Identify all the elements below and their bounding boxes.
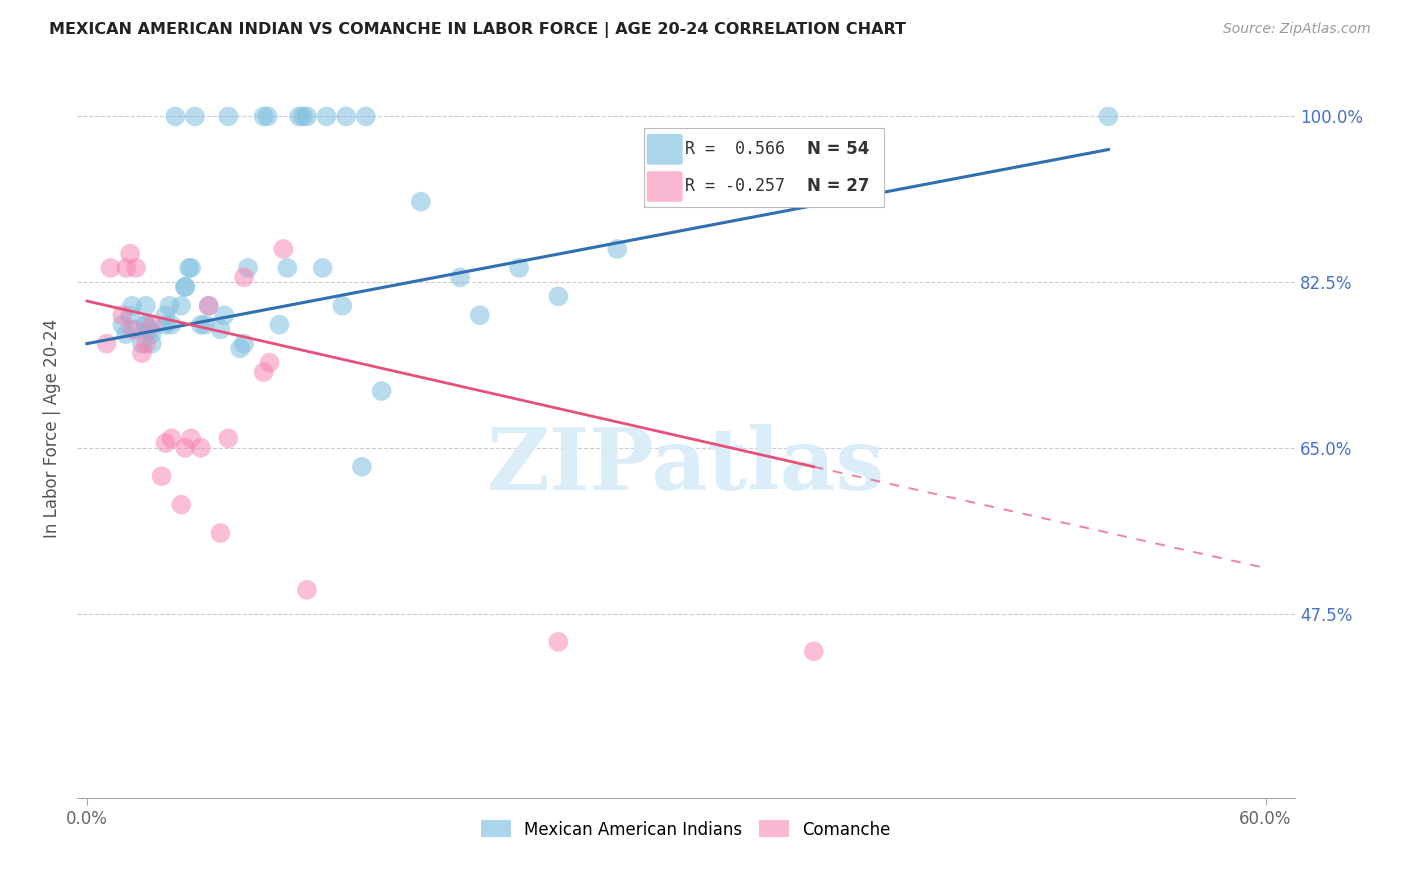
Point (111, 318, 134, 332)
Point (160, 431, 183, 445)
Point (803, 176, 825, 190)
Point (190, 441, 212, 455)
FancyBboxPatch shape (647, 171, 683, 202)
Point (125, 260, 148, 275)
Point (135, 336, 157, 351)
Point (209, 526, 232, 541)
Point (273, 242, 295, 256)
Point (214, 308, 236, 322)
Point (288, 110, 311, 124)
Point (468, 308, 491, 322)
Point (259, 355, 281, 369)
Legend: Mexican American Indians, Comanche: Mexican American Indians, Comanche (474, 814, 897, 846)
Text: R = -0.257: R = -0.257 (685, 178, 785, 195)
Point (295, 110, 318, 124)
Point (547, 635, 569, 649)
Point (217, 431, 239, 445)
Point (606, 242, 628, 256)
Point (115, 327, 138, 342)
Point (190, 318, 212, 332)
FancyBboxPatch shape (647, 134, 683, 165)
Point (177, 260, 200, 275)
Point (180, 260, 202, 275)
Text: N = 27: N = 27 (807, 178, 870, 195)
Point (135, 318, 157, 332)
Point (131, 346, 153, 360)
Point (1097, 110, 1119, 124)
Point (170, 498, 193, 512)
Point (155, 318, 177, 332)
Point (174, 441, 197, 455)
Point (155, 436, 177, 450)
Point (157, 299, 180, 313)
Point (96, 336, 118, 351)
Point (253, 365, 276, 379)
Point (295, 582, 318, 597)
Point (155, 308, 177, 322)
Text: N = 54: N = 54 (807, 140, 870, 159)
Point (174, 280, 197, 294)
Point (125, 322, 148, 336)
Text: R =  0.566: R = 0.566 (685, 140, 785, 159)
Point (350, 459, 373, 474)
Point (233, 270, 256, 285)
Point (335, 110, 357, 124)
Point (141, 336, 163, 351)
Point (547, 289, 569, 303)
Point (315, 110, 337, 124)
Text: Source: ZipAtlas.com: Source: ZipAtlas.com (1223, 22, 1371, 37)
Point (229, 342, 252, 356)
Point (292, 110, 315, 124)
Point (409, 194, 432, 209)
Point (253, 110, 276, 124)
Point (141, 327, 163, 342)
Point (150, 469, 173, 483)
Point (197, 299, 219, 313)
Point (236, 260, 259, 275)
Point (170, 299, 193, 313)
Point (131, 336, 153, 351)
Point (803, 644, 825, 658)
Point (508, 260, 530, 275)
Y-axis label: In Labor Force | Age 20-24: In Labor Force | Age 20-24 (44, 319, 60, 539)
Point (135, 299, 157, 313)
Point (120, 246, 142, 260)
Point (217, 110, 239, 124)
Text: ZIPatlas: ZIPatlas (486, 424, 884, 508)
Point (449, 270, 471, 285)
Point (121, 322, 143, 336)
Point (174, 280, 197, 294)
Point (135, 318, 157, 332)
Point (115, 260, 138, 275)
Point (160, 318, 183, 332)
Point (269, 318, 291, 332)
Point (354, 110, 377, 124)
Point (139, 322, 162, 336)
Point (233, 336, 256, 351)
Point (330, 299, 353, 313)
Point (256, 110, 278, 124)
Point (209, 322, 232, 336)
Point (121, 299, 143, 313)
Point (276, 260, 298, 275)
Point (165, 110, 187, 124)
Point (194, 318, 217, 332)
Point (100, 260, 122, 275)
Point (120, 308, 142, 322)
Point (311, 260, 333, 275)
Point (180, 431, 202, 445)
Point (141, 318, 163, 332)
Point (370, 384, 392, 398)
Text: MEXICAN AMERICAN INDIAN VS COMANCHE IN LABOR FORCE | AGE 20-24 CORRELATION CHART: MEXICAN AMERICAN INDIAN VS COMANCHE IN L… (49, 22, 907, 38)
Point (111, 308, 134, 322)
Point (197, 299, 219, 313)
Point (184, 110, 207, 124)
